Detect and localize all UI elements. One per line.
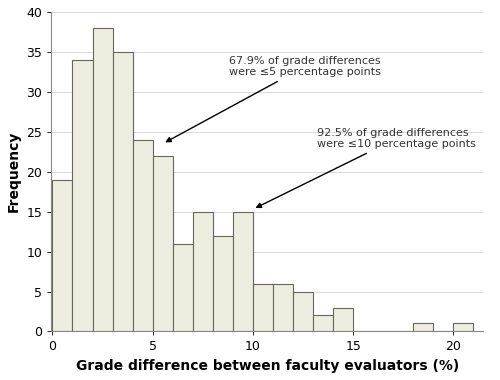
Text: 92.5% of grade differences
were ≤10 percentage points: 92.5% of grade differences were ≤10 perc… <box>257 128 476 207</box>
Y-axis label: Frequency: Frequency <box>7 131 21 212</box>
Bar <box>253 283 273 331</box>
Bar <box>313 315 333 331</box>
Bar <box>152 156 172 331</box>
Bar <box>213 236 233 331</box>
Bar <box>112 52 132 331</box>
Bar <box>92 28 112 331</box>
Bar <box>132 140 152 331</box>
Bar <box>72 60 92 331</box>
Bar <box>414 323 434 331</box>
X-axis label: Grade difference between faculty evaluators (%): Grade difference between faculty evaluat… <box>76 359 459 373</box>
Bar <box>233 212 253 331</box>
Bar <box>333 307 353 331</box>
Bar <box>293 291 313 331</box>
Bar <box>273 283 293 331</box>
Text: 67.9% of grade differences
were ≤5 percentage points: 67.9% of grade differences were ≤5 perce… <box>166 56 380 142</box>
Bar <box>454 323 473 331</box>
Bar <box>172 244 193 331</box>
Bar <box>52 180 72 331</box>
Bar <box>192 212 213 331</box>
